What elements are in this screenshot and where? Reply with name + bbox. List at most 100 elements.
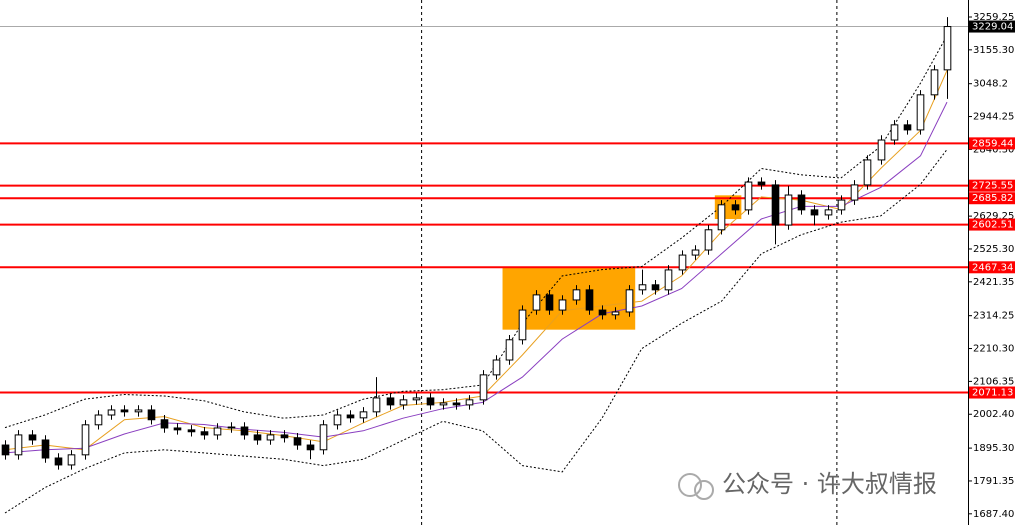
candle-body xyxy=(784,194,793,226)
y-tick-label: 3048.2 xyxy=(973,79,1008,90)
candle-body xyxy=(319,424,328,451)
candle-body xyxy=(916,94,925,131)
candle-body xyxy=(399,399,408,406)
candle-body xyxy=(306,444,315,451)
level-label-box xyxy=(969,192,1015,205)
candle-body xyxy=(426,397,435,406)
y-tick-label: 2944.25 xyxy=(973,112,1014,123)
candle-body xyxy=(704,229,713,251)
last-price-label: 3229.04 xyxy=(972,22,1013,33)
candle-body xyxy=(611,311,620,316)
y-tick-label: 2525.30 xyxy=(973,244,1014,255)
candle-body xyxy=(903,124,912,131)
candle-body xyxy=(678,254,687,271)
watermark-icon xyxy=(678,473,702,497)
candle-body xyxy=(518,309,527,341)
candle-body xyxy=(452,402,461,406)
candle-body xyxy=(213,427,222,436)
candle-body xyxy=(227,426,236,429)
candle-body xyxy=(532,294,541,311)
candle-body xyxy=(492,359,501,376)
candle-body xyxy=(850,184,859,201)
candle-body xyxy=(200,431,209,436)
candle-body xyxy=(877,139,886,161)
candle-body xyxy=(107,409,116,416)
candle-body xyxy=(280,434,289,439)
level-label-box xyxy=(969,179,1015,192)
level-label-box xyxy=(969,137,1015,150)
y-tick-label: 2421.35 xyxy=(973,277,1014,288)
candle-body xyxy=(346,414,355,419)
candle-body xyxy=(41,439,50,459)
last-price-box xyxy=(969,20,1015,33)
level-label: 2859.44 xyxy=(972,138,1013,149)
y-tick-label: 1895.30 xyxy=(973,443,1014,454)
candle-body xyxy=(240,426,249,436)
level-label: 2602.51 xyxy=(972,220,1013,231)
candle-body xyxy=(930,69,939,96)
candle-body xyxy=(253,434,262,441)
candle-body xyxy=(505,339,514,361)
candle-body xyxy=(147,409,156,421)
y-tick-label: 1791.35 xyxy=(973,476,1014,487)
y-tick-label: 2629.25 xyxy=(973,211,1014,222)
candle-body xyxy=(372,397,381,413)
candle-body xyxy=(598,309,607,316)
candle-body xyxy=(266,434,275,441)
candle-body xyxy=(638,284,647,291)
candle-body xyxy=(558,299,567,311)
level-label: 2725.55 xyxy=(972,181,1013,192)
candle-body xyxy=(28,434,37,441)
y-tick-label: 1687.40 xyxy=(973,509,1014,520)
candle-body xyxy=(359,411,368,419)
candle-body xyxy=(545,294,554,311)
candle-body xyxy=(691,249,700,256)
watermark: 公众号 · 许大叔情报 xyxy=(678,470,937,500)
y-tick-label: 2840.30 xyxy=(973,144,1014,155)
watermark-text: 公众号 · 许大叔情报 xyxy=(722,470,937,498)
candle-body xyxy=(439,402,448,406)
candle-body xyxy=(14,434,23,456)
candle-body xyxy=(120,409,129,413)
candle-body xyxy=(187,429,196,433)
y-tick-label: 3155.30 xyxy=(973,45,1014,56)
candle-body xyxy=(465,399,474,406)
candle-body xyxy=(744,181,753,211)
candle-body xyxy=(824,209,833,216)
level-label-box xyxy=(969,261,1015,274)
y-tick-label: 2106.35 xyxy=(973,376,1014,387)
candle-body xyxy=(757,181,766,186)
candle-body xyxy=(731,204,740,211)
candle-body xyxy=(717,204,726,231)
level-label: 2467.34 xyxy=(972,262,1013,273)
candle-body xyxy=(386,397,395,406)
candle-body xyxy=(1,444,10,456)
candle-body xyxy=(293,437,302,446)
y-tick-label: 2002.40 xyxy=(973,409,1014,420)
candle-body xyxy=(943,26,952,71)
candle-body xyxy=(54,457,63,466)
candle-body xyxy=(412,397,421,401)
candle-body xyxy=(651,284,660,291)
y-tick-label: 2210.30 xyxy=(973,344,1014,355)
candle-body xyxy=(67,454,76,466)
candle-body xyxy=(890,124,899,141)
candle-body xyxy=(837,199,846,211)
candle-body xyxy=(333,414,342,426)
watermark-icon xyxy=(694,480,714,500)
candle-body xyxy=(771,184,780,226)
candle-body xyxy=(134,409,143,413)
candle-body xyxy=(94,414,103,426)
level-label: 2071.13 xyxy=(972,388,1013,399)
candle-body xyxy=(572,289,581,301)
candle-body xyxy=(585,289,594,311)
y-tick-label: 2314.25 xyxy=(973,311,1014,322)
candle-body xyxy=(81,424,90,456)
level-label-box xyxy=(969,386,1015,399)
candle-body xyxy=(625,289,634,313)
candle-body xyxy=(173,427,182,431)
candle-body xyxy=(160,419,169,429)
